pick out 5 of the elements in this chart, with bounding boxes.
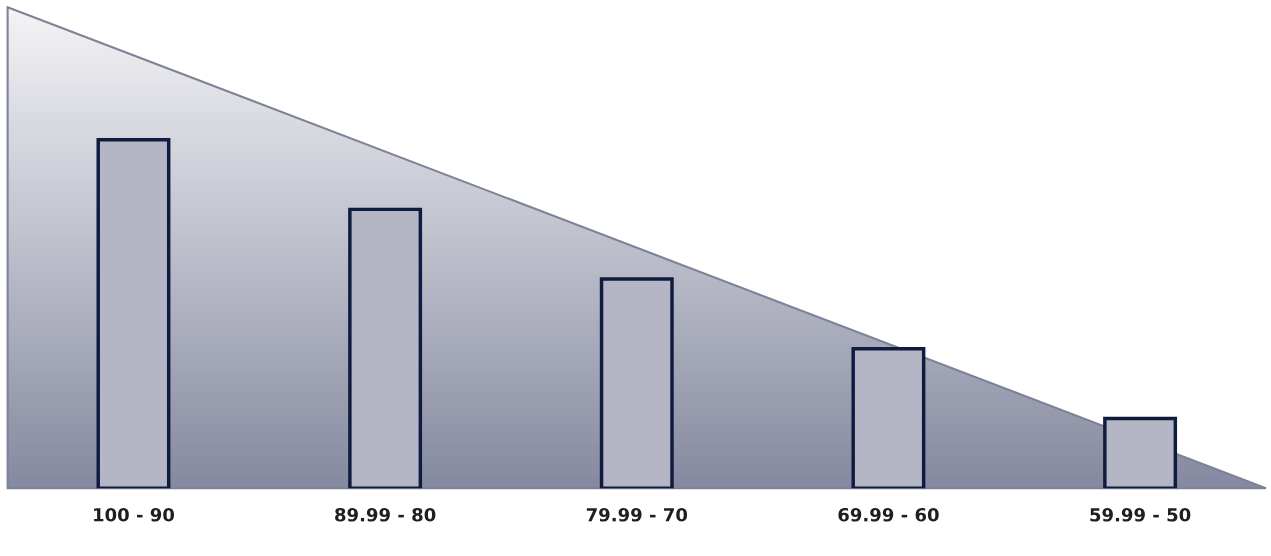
x-tick-label: 59.99 - 50	[1090, 507, 1191, 522]
x-tick-label: 79.99 - 70	[586, 507, 688, 522]
x-tick-label: 89.99 - 80	[335, 507, 436, 522]
x-tick-label: 69.99 - 60	[838, 507, 939, 522]
x-tick-label: 100 - 90	[94, 507, 175, 522]
